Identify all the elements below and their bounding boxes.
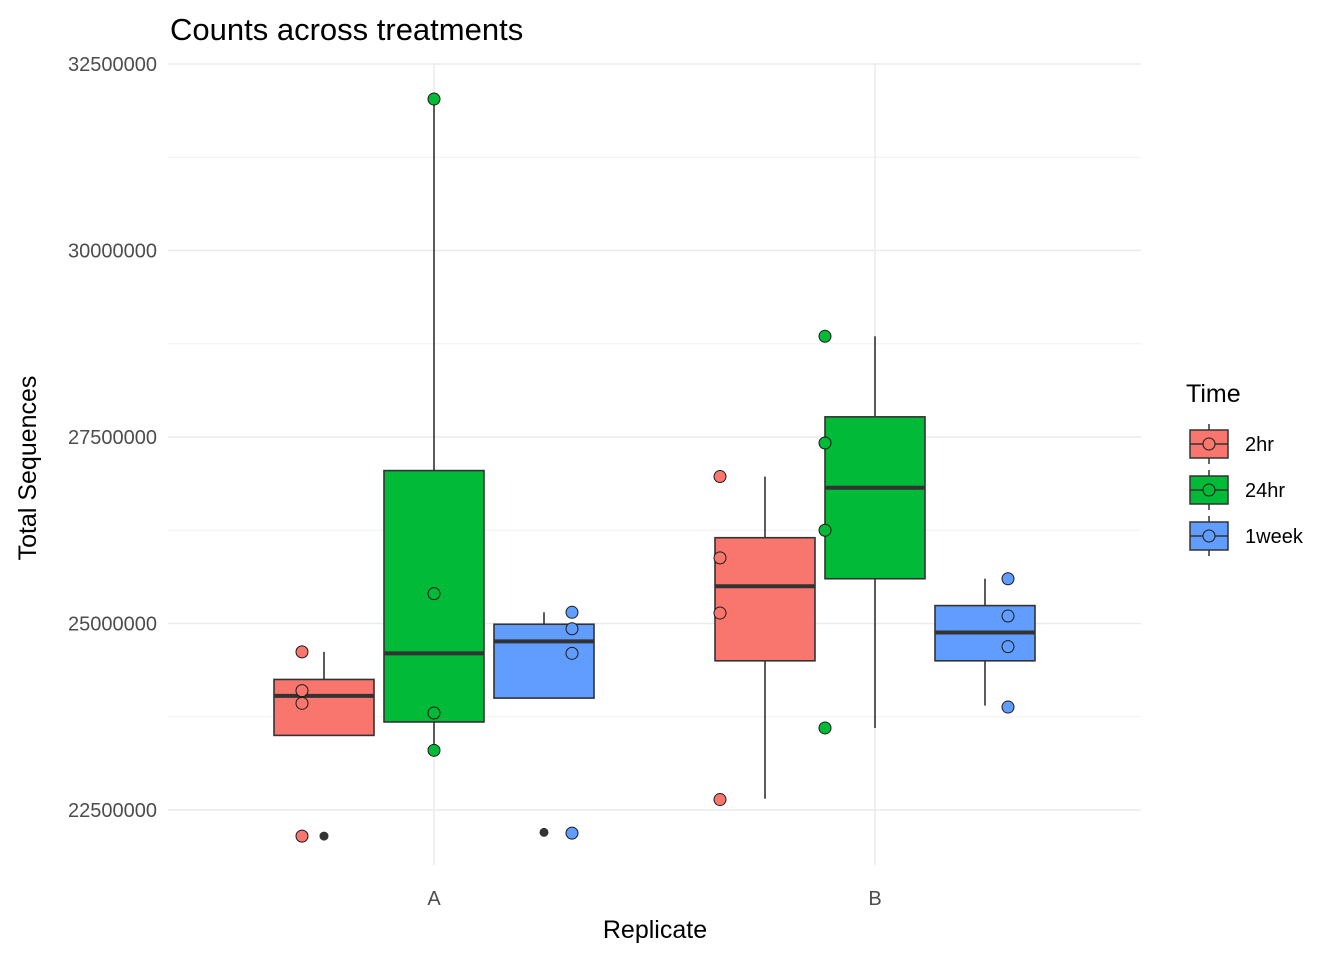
data-point-2hr (295, 696, 309, 710)
data-point-1week (565, 646, 579, 660)
data-point-1week (1001, 700, 1015, 714)
x-tick-label: A (427, 888, 441, 910)
x-tick-label: B (868, 888, 881, 910)
box-1week-B (934, 578, 1036, 706)
legend-label: 1week (1245, 526, 1304, 548)
box-2hr-A (273, 651, 375, 841)
box-body (824, 416, 926, 580)
data-point-24hr (818, 523, 832, 537)
data-point-1week (565, 622, 579, 636)
data-point-2hr (713, 551, 727, 565)
outlier-point (319, 831, 329, 841)
box-24hr-A (383, 99, 485, 751)
data-point-2hr (713, 470, 727, 484)
box-body (493, 623, 595, 699)
data-point-2hr (713, 793, 727, 807)
y-tick-label: 32500000 (68, 54, 157, 76)
y-tick-label: 22500000 (68, 800, 157, 822)
data-point-1week (1001, 640, 1015, 654)
legend-item-24hr: 24hr (1189, 470, 1285, 510)
legend-label: 24hr (1245, 480, 1285, 502)
legend-key-point (1202, 483, 1216, 497)
box-body (714, 536, 816, 662)
data-point-24hr (427, 743, 441, 757)
data-points (295, 92, 1015, 843)
legend-label: 2hr (1245, 434, 1274, 456)
data-point-24hr (818, 721, 832, 735)
y-tick-label: 30000000 (68, 241, 157, 263)
data-point-1week (565, 826, 579, 840)
x-axis-title: Replicate (603, 916, 707, 944)
data-point-1week (565, 605, 579, 619)
data-point-24hr (427, 92, 441, 106)
data-point-24hr (427, 587, 441, 601)
data-point-24hr (427, 706, 441, 720)
legend-title: Time (1186, 380, 1241, 408)
legend-item-2hr: 2hr (1189, 424, 1274, 464)
grid-lines (168, 63, 1141, 865)
y-axis-title: Total Sequences (14, 376, 42, 561)
box-body (273, 678, 375, 737)
y-tick-label: 27500000 (68, 427, 157, 449)
data-point-2hr (295, 684, 309, 698)
y-axis-ticks: 22500000 25000000 27500000 30000000 32500000 (68, 54, 157, 822)
data-point-1week (1001, 572, 1015, 586)
data-point-2hr (713, 606, 727, 620)
data-point-2hr (295, 829, 309, 843)
outlier-point (539, 827, 549, 837)
data-point-24hr (818, 329, 832, 343)
box-1week-A (493, 612, 595, 837)
legend-key-point (1202, 529, 1216, 543)
legend-key-point (1202, 437, 1216, 451)
chart-title: Counts across treatments (170, 12, 523, 47)
data-point-24hr (818, 436, 832, 450)
legend: Time 2hr 24hr 1week (1186, 380, 1304, 556)
y-tick-label: 25000000 (68, 614, 157, 636)
data-point-1week (1001, 609, 1015, 623)
legend-item-1week: 1week (1189, 516, 1304, 556)
box-24hr-B (824, 336, 926, 728)
legend-items: 2hr 24hr 1week (1189, 424, 1304, 556)
boxes (273, 99, 1036, 841)
data-point-2hr (295, 645, 309, 659)
box-2hr-B (714, 476, 816, 799)
